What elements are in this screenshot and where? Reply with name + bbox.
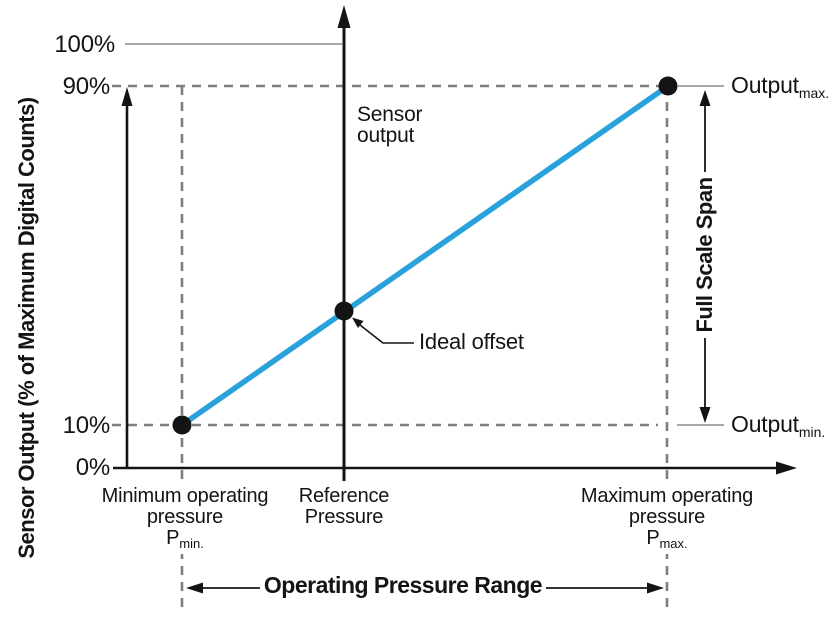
sensor-output-line1: Sensor	[357, 103, 423, 126]
ideal-offset-leader-line	[359, 324, 414, 344]
min-pressure-label: Minimum operating pressure Pmin.	[96, 485, 274, 554]
max-pressure-subscript: max.	[659, 536, 688, 551]
range-arrow-left-head-icon	[186, 582, 203, 594]
output-max-subscript: max.	[798, 85, 830, 101]
max-pressure-symbol: Pmax.	[646, 527, 688, 552]
reference-pressure-axis-arrowhead-icon	[337, 5, 351, 28]
reference-pressure-line1: Reference	[298, 485, 390, 507]
reference-pressure-line2: Pressure	[304, 506, 384, 528]
max-pressure-line2: pressure	[628, 506, 706, 528]
output-min-subscript: min.	[798, 424, 826, 440]
max-pressure-line1: Maximum operating	[580, 485, 754, 507]
min-pressure-line2: pressure	[146, 506, 224, 528]
y-tick-100: 100%	[54, 31, 115, 58]
output-min-label: Outputmin.	[731, 411, 826, 440]
data-point-ideal-offset	[334, 301, 354, 321]
ideal-offset-arrowhead-icon	[352, 317, 364, 328]
sensor-output-axis-label: Sensor output	[357, 103, 423, 147]
reference-pressure-label: Reference Pressure	[293, 485, 395, 528]
y-axis-title: Sensor Output (% of Maximum Digital Coun…	[14, 97, 39, 559]
y-tick-90: 90%	[62, 73, 111, 100]
y-tick-10: 10%	[62, 412, 111, 439]
y-axis-arrowhead-icon	[121, 87, 133, 106]
full-scale-span-label: Full Scale Span	[692, 177, 717, 333]
ideal-offset-label: Ideal offset	[419, 329, 524, 354]
y-tick-0: 0%	[75, 454, 110, 481]
max-pressure-label: Maximum operating pressure Pmax.	[575, 485, 759, 554]
x-axis-arrowhead-icon	[776, 461, 797, 475]
sensor-output-line2: output	[357, 124, 415, 147]
output-max-label: Outputmax.	[731, 72, 830, 101]
min-pressure-symbol: Pmin.	[166, 527, 204, 552]
range-arrow-right-head-icon	[647, 582, 664, 594]
min-pressure-subscript: min.	[179, 536, 204, 551]
span-arrow-down-head-icon	[699, 407, 711, 423]
operating-pressure-range-label: Operating Pressure Range	[259, 572, 547, 599]
span-arrow-up-head-icon	[699, 90, 711, 106]
sensor-output-transfer-line	[180, 83, 670, 428]
data-point-pmax	[658, 76, 678, 96]
data-point-pmin	[172, 415, 192, 435]
min-pressure-line1: Minimum operating	[101, 485, 269, 507]
